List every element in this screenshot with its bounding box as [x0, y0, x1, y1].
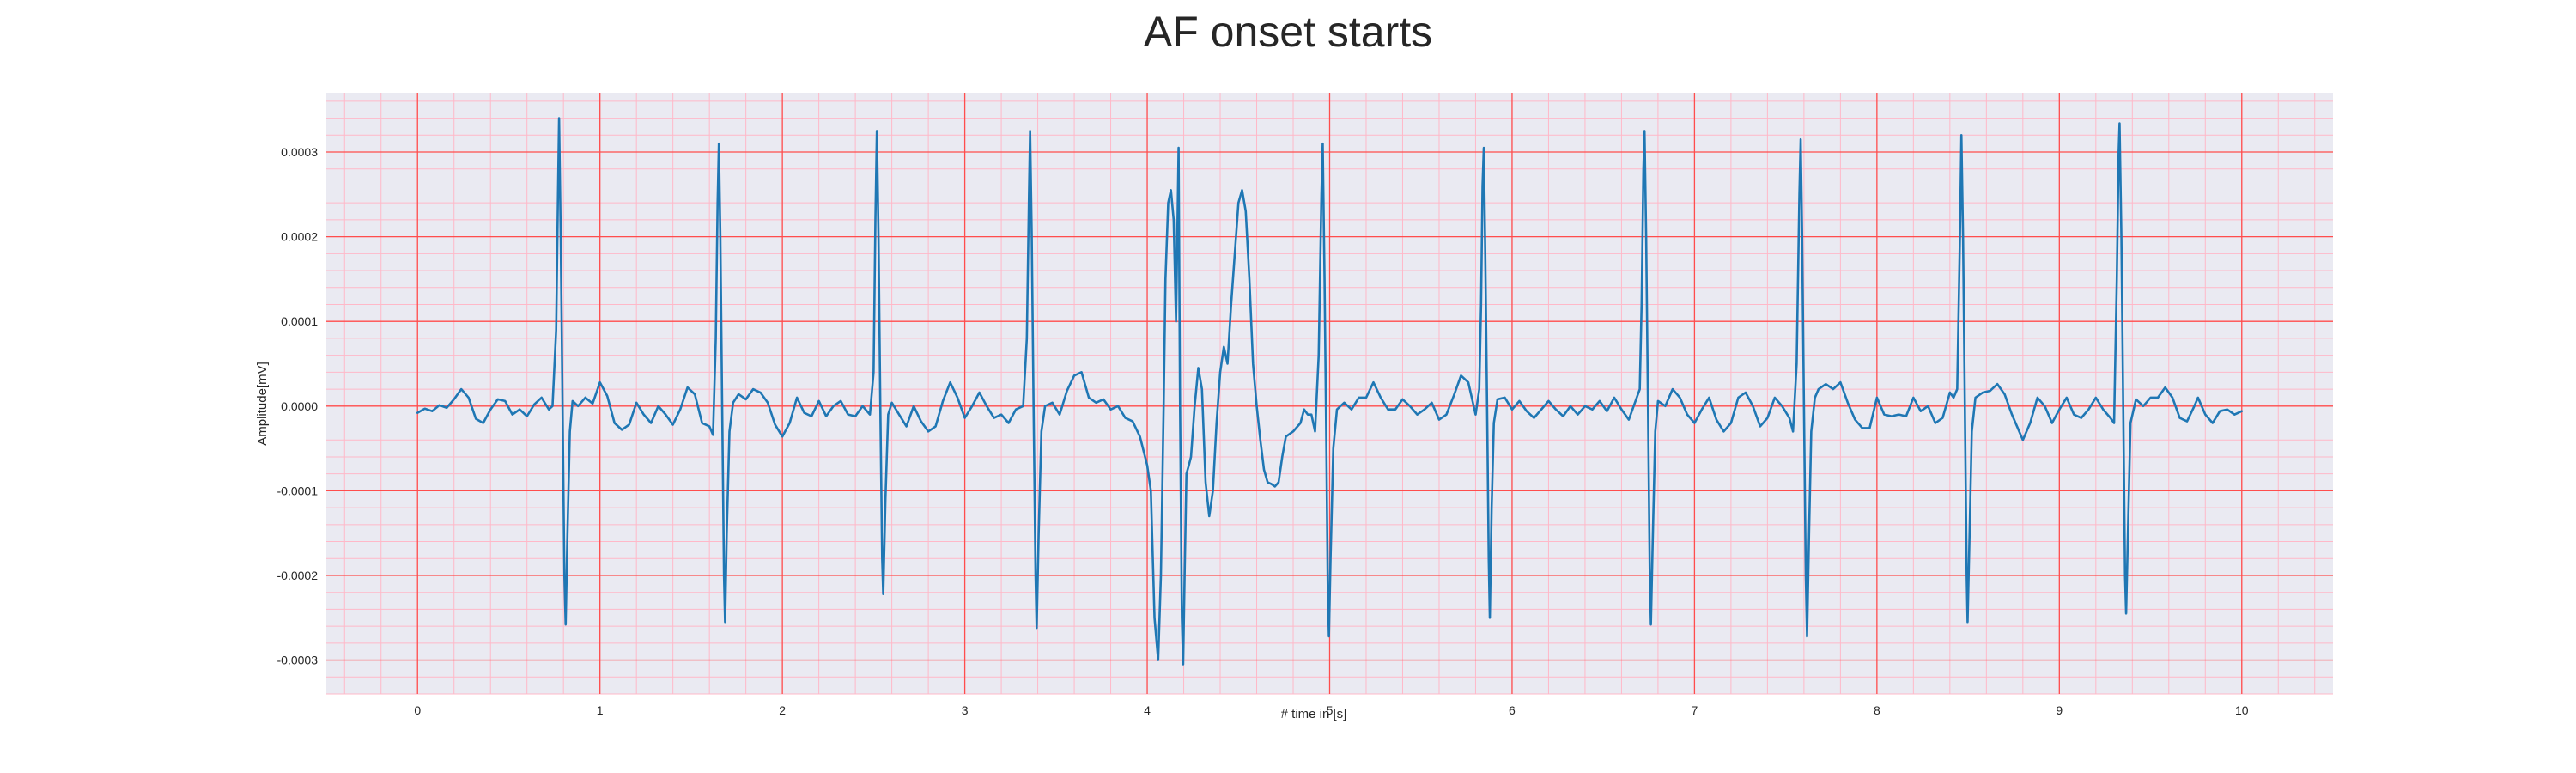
x-tick-label: 5 — [1327, 703, 1334, 717]
x-tick-label: 9 — [2056, 703, 2063, 717]
x-tick-label: 7 — [1692, 703, 1698, 717]
x-tick-label: 0 — [414, 703, 421, 717]
y-tick-label: -0.0003 — [277, 654, 319, 667]
y-tick-label: 0.0002 — [281, 230, 318, 244]
y-tick-label: -0.0001 — [277, 484, 319, 497]
x-tick-label: 6 — [1509, 703, 1516, 717]
y-tick-label: 0.0003 — [281, 145, 318, 159]
ecg-series-line — [416, 117, 2244, 666]
chart-title: AF onset starts — [1144, 8, 1432, 56]
x-tick-label: 1 — [597, 703, 604, 717]
y-tick-label: -0.0002 — [277, 569, 319, 582]
x-axis-label: # time in [s] — [1281, 707, 1347, 721]
y-tick-label: 0.0001 — [281, 314, 318, 328]
series-layer — [416, 117, 2244, 666]
x-tick-label: 3 — [962, 703, 969, 717]
x-tick-label: 10 — [2235, 703, 2249, 717]
y-axis-label: Amplitude[mV] — [255, 362, 270, 446]
x-tick-label: 8 — [1874, 703, 1880, 717]
x-tick-label: 4 — [1144, 703, 1151, 717]
y-tick-label: 0.0000 — [281, 399, 318, 413]
x-axis-ticks: 0 1 2 3 4 5 6 7 8 9 10 — [414, 703, 2248, 717]
y-axis-ticks: -0.0003 -0.0002 -0.0001 0.0000 0.0001 0.0002 0… — [277, 145, 319, 667]
x-tick-label: 2 — [779, 703, 786, 717]
